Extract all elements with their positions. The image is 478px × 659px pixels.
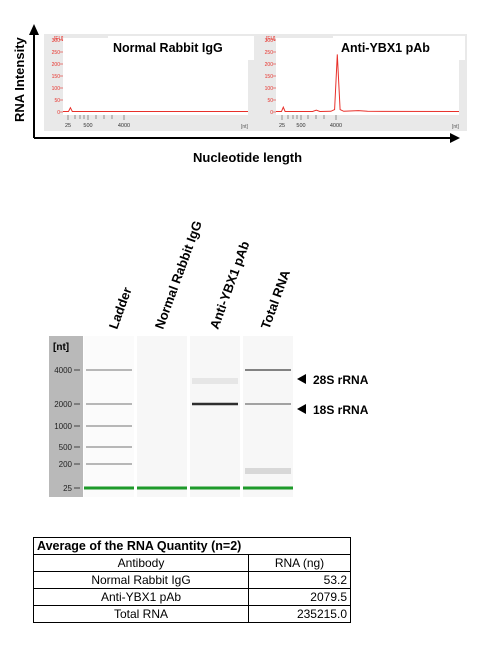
electropherogram-normal-igg: Normal Rabbit IgG 0 50 100 150 200 250 300 25 5… xyxy=(44,34,257,131)
size-marker-label: 200 xyxy=(59,460,73,469)
title-box xyxy=(333,36,465,60)
header-antibody: Antibody xyxy=(33,554,249,572)
gel-band xyxy=(86,369,132,371)
y-tick-label: 100 xyxy=(52,86,61,92)
marker-band xyxy=(190,486,240,490)
size-marker-label: 1000 xyxy=(54,422,72,431)
gel-band xyxy=(86,403,132,405)
y-tick-label: 0 xyxy=(57,110,60,116)
table-row: Normal Rabbit IgG 53.2 xyxy=(33,571,351,589)
trace-line xyxy=(276,54,460,113)
marker-band xyxy=(243,486,293,490)
gel-band xyxy=(86,463,132,465)
y-unit: [FU] xyxy=(54,36,64,42)
rna-quantity-table: Average of the RNA Quantity (n=2) Antibo… xyxy=(33,537,351,623)
annotation-18s-label: 18S rRNA xyxy=(313,403,369,417)
gel-band xyxy=(192,402,238,406)
size-markers: 4000 2000 1000 500 200 25 xyxy=(54,366,80,493)
y-tick-label: 150 xyxy=(52,74,61,80)
title-box xyxy=(108,36,254,60)
gel-band xyxy=(86,446,132,448)
gel-image: Ladder Normal Rabbit IgG Anti-YBX1 pAb T… xyxy=(49,219,369,497)
size-marker-label: 2000 xyxy=(54,400,72,409)
y-tick-label: 250 xyxy=(265,50,274,56)
size-marker-label: 25 xyxy=(63,484,72,493)
annotation-28s-label: 28S rRNA xyxy=(313,373,369,387)
x-tick-label: 500 xyxy=(296,123,305,129)
row-name: Normal Rabbit IgG xyxy=(33,571,249,589)
lane-label-anti-ybx1: Anti-YBX1 pAb xyxy=(207,239,253,331)
x-ticks: 25 500 4000 xyxy=(65,115,130,129)
x-axis-label: Nucleotide length xyxy=(193,150,302,165)
panel-title: Anti-YBX1 pAb xyxy=(341,41,430,55)
x-unit: [nt] xyxy=(241,124,249,130)
marker-band xyxy=(137,486,187,490)
row-value: 53.2 xyxy=(248,571,351,589)
panel-title: Normal Rabbit IgG xyxy=(113,41,223,55)
row-name: Anti-YBX1 pAb xyxy=(33,588,249,606)
header-rna-ng: RNA (ng) xyxy=(248,554,351,572)
gel-band xyxy=(245,403,291,405)
lane-label-normal-igg: Normal Rabbit IgG xyxy=(152,219,205,331)
trace-line xyxy=(63,106,248,112)
table-header-row: Antibody RNA (ng) xyxy=(33,554,351,572)
gel-lanes xyxy=(84,336,293,497)
y-ticks: 0 50 100 150 200 250 300 xyxy=(265,38,276,116)
row-value: 235215.0 xyxy=(248,605,351,623)
size-unit: [nt] xyxy=(53,342,69,353)
arrow-28s xyxy=(297,374,306,384)
row-value: 2079.5 xyxy=(248,588,351,606)
x-tick-label: 4000 xyxy=(118,123,130,129)
gel-bands xyxy=(86,369,291,474)
y-tick-label: 100 xyxy=(265,86,274,92)
gel-band xyxy=(245,369,291,371)
y-tick-label: 50 xyxy=(54,98,60,104)
gel-lane xyxy=(84,336,134,497)
lane-label-ladder: Ladder xyxy=(106,285,135,331)
x-ticks: 25 500 4000 xyxy=(279,115,342,129)
gel-band xyxy=(86,425,132,427)
y-tick-label: 200 xyxy=(265,62,274,68)
lane-label-total-rna: Total RNA xyxy=(258,267,293,331)
electropherogram-anti-ybx1: Anti-YBX1 pAb 0 50 100 150 200 250 300 25 500 40… xyxy=(256,34,467,131)
y-tick-label: 0 xyxy=(270,110,273,116)
x-tick-label: 25 xyxy=(65,123,71,129)
y-axis-label: RNA Intensity xyxy=(12,36,27,122)
y-tick-label: 250 xyxy=(52,50,61,56)
table-caption: Average of the RNA Quantity (n=2) xyxy=(33,537,351,555)
gel-smear xyxy=(192,378,238,384)
y-unit: [FU] xyxy=(266,36,276,42)
gel-lane xyxy=(190,336,240,497)
x-unit: [nt] xyxy=(452,124,460,130)
gel-smear xyxy=(245,468,291,474)
gel-lane xyxy=(137,336,187,497)
axes-arrows xyxy=(29,24,460,143)
size-marker-label: 4000 xyxy=(54,366,72,375)
x-tick-label: 4000 xyxy=(330,123,342,129)
table-row: Total RNA 235215.0 xyxy=(33,605,351,623)
marker-band xyxy=(84,486,134,490)
y-ticks: 0 50 100 150 200 250 300 xyxy=(52,38,63,116)
annotation-28s: 28S rRNA xyxy=(297,373,369,387)
y-tick-label: 150 xyxy=(265,74,274,80)
y-tick-label: 300 xyxy=(265,38,274,44)
x-tick-label: 500 xyxy=(83,123,92,129)
x-tick-label: 25 xyxy=(279,123,285,129)
y-tick-label: 50 xyxy=(267,98,273,104)
gel-size-column xyxy=(49,336,83,497)
table-row: Anti-YBX1 pAb 2079.5 xyxy=(33,588,351,606)
annotation-18s: 18S rRNA xyxy=(297,403,369,417)
y-tick-label: 200 xyxy=(52,62,61,68)
table-caption-row: Average of the RNA Quantity (n=2) xyxy=(33,537,351,555)
size-marker-label: 500 xyxy=(59,443,73,452)
arrow-18s xyxy=(297,404,306,414)
y-tick-label: 300 xyxy=(52,38,61,44)
row-name: Total RNA xyxy=(33,605,249,623)
